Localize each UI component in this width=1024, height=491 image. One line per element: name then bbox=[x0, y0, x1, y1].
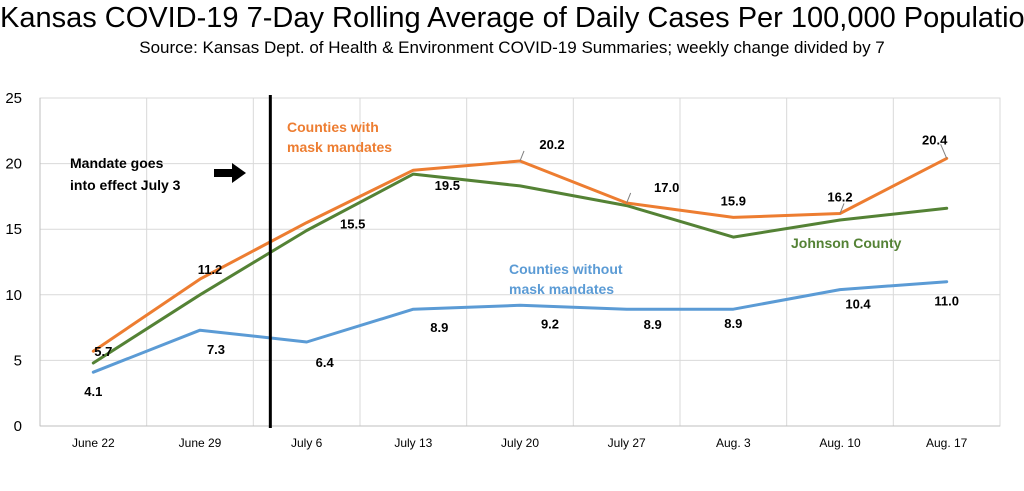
x-tick-label: June 22 bbox=[72, 436, 115, 450]
data-label-with-mandates: 20.2 bbox=[539, 137, 564, 152]
data-label-with-mandates: 20.4 bbox=[922, 132, 948, 147]
chart-subtitle: Source: Kansas Dept. of Health & Environ… bbox=[139, 38, 885, 57]
y-tick-label: 0 bbox=[14, 418, 22, 435]
data-label-leader bbox=[626, 192, 632, 204]
data-label-without-mandates: 4.1 bbox=[84, 384, 102, 399]
x-tick-label: Aug. 10 bbox=[819, 436, 861, 450]
data-label-without-mandates: 11.0 bbox=[934, 294, 959, 309]
annotation-johnson-county: Johnson County bbox=[791, 235, 902, 251]
data-label-without-mandates: 8.9 bbox=[644, 317, 662, 332]
data-label-without-mandates: 7.3 bbox=[207, 342, 225, 357]
y-tick-label: 15 bbox=[5, 221, 22, 238]
x-tick-label: July 6 bbox=[291, 436, 323, 450]
data-label-with-mandates: 15.5 bbox=[340, 217, 365, 232]
mandate-text-line1: Mandate goes bbox=[70, 155, 164, 171]
series-line-counties-without-mask-mandates bbox=[91, 280, 949, 374]
x-tick-label: Aug. 3 bbox=[716, 436, 751, 450]
data-label-with-mandates: 19.5 bbox=[435, 178, 460, 193]
x-tick-label: Aug. 17 bbox=[926, 436, 968, 450]
x-tick-label: June 29 bbox=[179, 436, 222, 450]
y-tick-label: 25 bbox=[5, 90, 22, 107]
annotation-with-mandates-line1: Counties with bbox=[287, 119, 379, 135]
data-label-without-mandates: 10.4 bbox=[845, 297, 871, 312]
arrow-right-icon bbox=[214, 163, 246, 183]
data-label-without-mandates: 6.4 bbox=[316, 355, 335, 370]
data-label-without-mandates: 8.9 bbox=[430, 320, 448, 335]
data-label-without-mandates: 8.9 bbox=[724, 316, 742, 331]
annotation-with-mandates-line2: mask mandates bbox=[287, 139, 392, 155]
y-tick-label: 5 bbox=[14, 352, 22, 369]
y-tick-label: 10 bbox=[5, 287, 22, 304]
y-tick-label: 20 bbox=[5, 156, 22, 173]
data-label-with-mandates: 11.2 bbox=[198, 262, 223, 277]
annotation-without-mandates-line1: Counties without bbox=[509, 261, 623, 277]
x-tick-label: July 27 bbox=[608, 436, 646, 450]
data-label-with-mandates: 16.2 bbox=[827, 189, 852, 204]
x-tick-label: July 13 bbox=[394, 436, 432, 450]
chart-title: Kansas COVID-19 7-Day Rolling Average of… bbox=[0, 2, 1024, 34]
data-label-without-mandates: 9.2 bbox=[541, 316, 559, 331]
data-label-leader bbox=[940, 144, 948, 159]
annotation-without-mandates-line2: mask mandates bbox=[509, 281, 614, 297]
data-label-with-mandates: 15.9 bbox=[721, 193, 746, 208]
series-line-counties-with-mask-mandates bbox=[91, 156, 949, 353]
data-label-with-mandates: 17.0 bbox=[654, 180, 679, 195]
series-line-johnson-county bbox=[91, 172, 949, 365]
data-label-with-mandates: 5.7 bbox=[94, 344, 112, 359]
data-label-leader bbox=[839, 203, 845, 214]
mandate-text-line2: into effect July 3 bbox=[70, 177, 181, 193]
data-label-leader bbox=[519, 150, 525, 162]
x-tick-label: July 20 bbox=[501, 436, 539, 450]
